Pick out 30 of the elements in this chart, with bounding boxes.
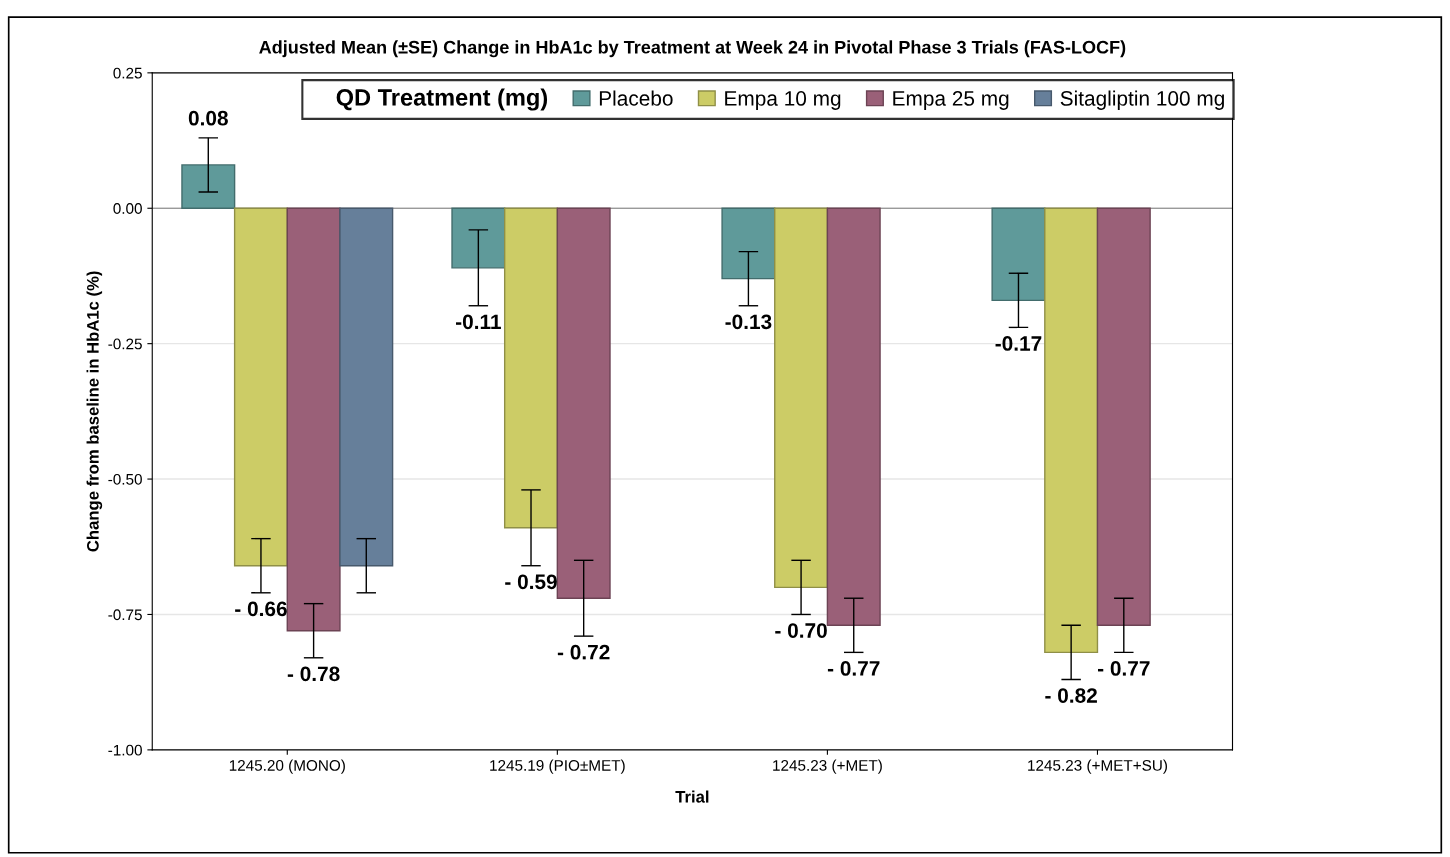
data-label: - 0.59	[505, 574, 557, 590]
x-tick-label: 1245.20 (MONO)	[229, 759, 345, 774]
y-tick-label: -0.50	[108, 473, 142, 485]
y-tick-label: -0.25	[108, 338, 142, 350]
data-label: - 0.77	[827, 661, 880, 676]
y-axis-title: Change from baseline in HbA1c (%)	[86, 271, 103, 552]
data-label: -0.13	[725, 314, 772, 330]
data-label: - 0.70	[775, 623, 827, 638]
x-axis-title: Trial	[675, 790, 709, 803]
legend-label: Empa 10 mg	[725, 91, 841, 110]
chart-title: Adjusted Mean (±SE) Change in HbA1c by Treatment at Week 24 in Pivotal Phase 3 Trials (FAS-LOCF)	[259, 40, 1126, 58]
y-tick-label: -1.00	[108, 744, 142, 756]
data-label: - 0.72	[557, 644, 610, 660]
legend-title: QD Treatment (mg)	[336, 88, 548, 111]
y-tick-label: -0.75	[108, 609, 142, 621]
legend-label: Empa 25 mg	[893, 91, 1009, 110]
x-tick-label: 1245.23 (+MET+SU)	[1028, 759, 1167, 774]
data-label: - 0.66	[235, 601, 287, 617]
data-label: -0.11	[456, 314, 501, 330]
y-tick-label: 0.25	[113, 67, 142, 79]
y-tick-label: 0.00	[113, 203, 142, 214]
data-label: - 0.82	[1045, 688, 1097, 703]
data-label: -0.17	[995, 336, 1042, 351]
data-label: - 0.78	[287, 666, 340, 682]
data-label: 0.08	[188, 110, 228, 126]
x-tick-label: 1245.19 (PIO±MET)	[490, 759, 625, 774]
x-tick-label: 1245.23 (+MET)	[773, 759, 882, 774]
legend-label: Placebo	[599, 90, 673, 106]
data-label: - 0.77	[1097, 661, 1150, 676]
legend-label: Sitagliptin 100 mg	[1060, 90, 1224, 110]
